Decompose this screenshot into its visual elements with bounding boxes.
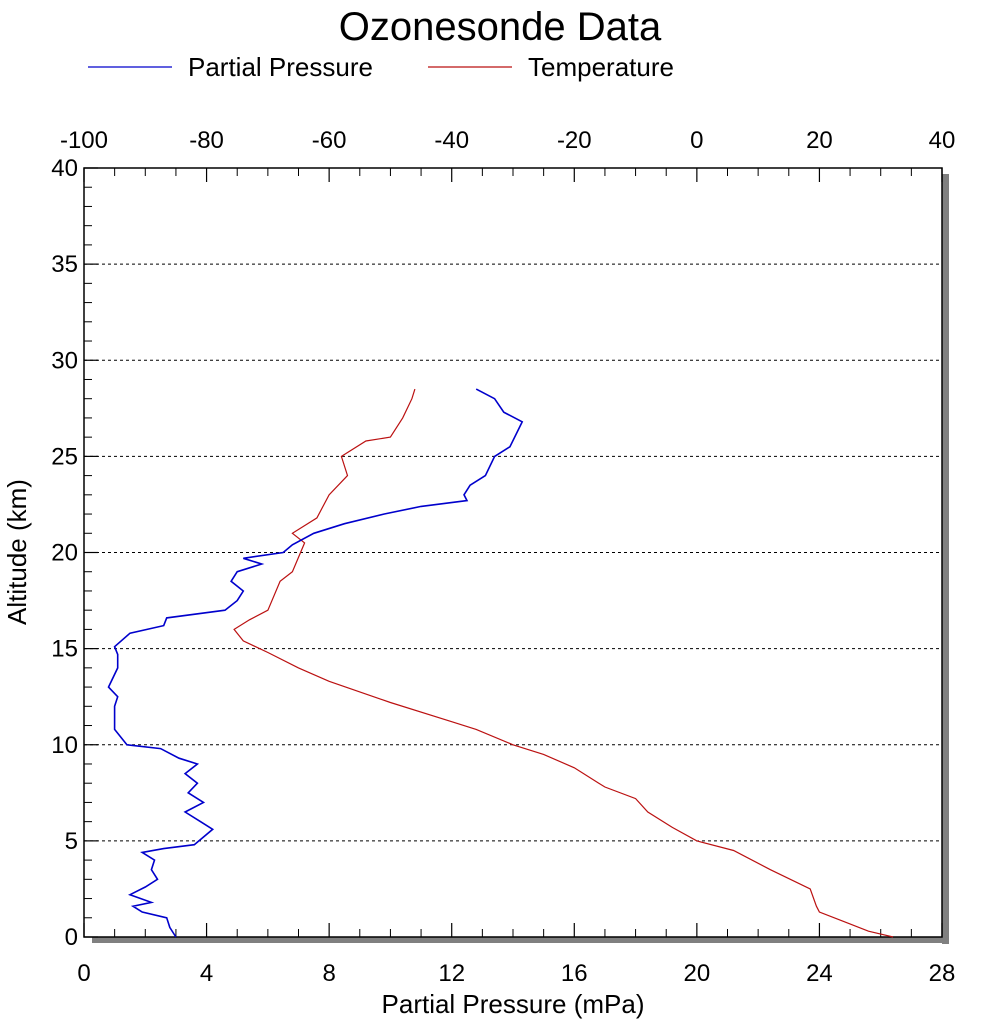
x2-tick-label: 20 <box>806 127 833 154</box>
x2-tick-label: -80 <box>189 127 224 154</box>
x2-tick-label: -60 <box>312 127 347 154</box>
x2-tick-label: -20 <box>557 127 592 154</box>
plot-shadow-bottom <box>92 936 949 943</box>
x-axis-top: -100 -80 -60 -40 -20 0 20 40 <box>60 127 955 182</box>
x-axis-label: Partial Pressure (mPa) <box>382 989 645 1019</box>
y-tick-label: 30 <box>51 347 78 374</box>
gridlines <box>84 263 942 842</box>
x2-tick-label: 0 <box>690 127 703 154</box>
legend-label-temperature: Temperature <box>528 52 674 82</box>
x2-tick-label: -100 <box>60 127 108 154</box>
y-tick-label: 15 <box>51 636 78 663</box>
y-tick-label: 25 <box>51 443 78 470</box>
series-partial-pressure-line <box>107 388 524 938</box>
legend-label-partial-pressure: Partial Pressure <box>188 52 373 82</box>
x-tick-label: 20 <box>684 960 711 987</box>
x-tick-label: 4 <box>200 960 213 987</box>
y-tick-label: 0 <box>65 924 78 951</box>
plot-shadow-right <box>942 174 949 944</box>
y-tick-label: 35 <box>51 251 78 278</box>
y-tick-label: 40 <box>51 155 78 182</box>
x-tick-label: 28 <box>929 960 956 987</box>
chart-title: Ozonesonde Data <box>339 5 662 49</box>
y-tick-label: 5 <box>65 828 78 855</box>
y-tick-label: 20 <box>51 540 78 567</box>
series-temperature-line <box>233 388 894 938</box>
x2-tick-label: 40 <box>929 127 956 154</box>
y-axis-label: Altitude (km) <box>2 479 32 625</box>
x-tick-label: 8 <box>322 960 335 987</box>
x-tick-label: 12 <box>438 960 465 987</box>
minor-ticks <box>84 168 912 937</box>
x-tick-label: 0 <box>77 960 90 987</box>
y-tick-label: 10 <box>51 732 78 759</box>
x-tick-label: 24 <box>806 960 833 987</box>
x-tick-label: 16 <box>561 960 588 987</box>
x-axis-bottom: 0 4 8 12 16 20 24 28 <box>77 923 955 987</box>
legend: Partial Pressure Temperature <box>88 52 674 82</box>
y-axis: 0 5 10 15 20 25 30 35 40 <box>51 155 98 951</box>
x2-tick-label: -40 <box>434 127 469 154</box>
